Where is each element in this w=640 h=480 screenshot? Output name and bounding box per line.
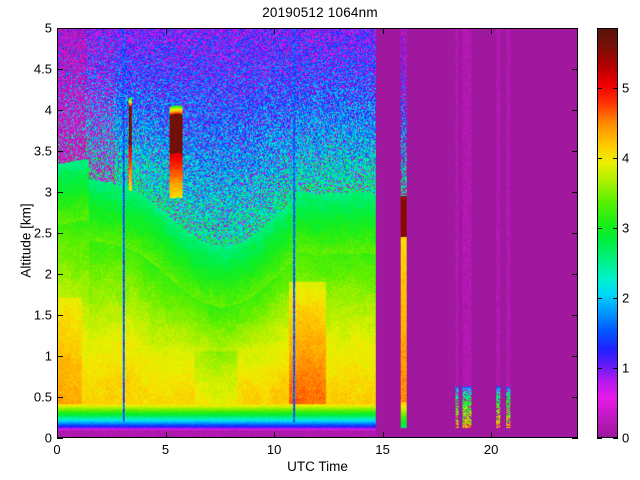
y-tick-label: 0: [44, 430, 52, 446]
x-tick-mark-bottom: [165, 432, 167, 438]
y-tick-mark-left: [57, 69, 63, 70]
colorbar-tick-label: 2: [622, 290, 630, 306]
colorbar-tick-label: 4: [622, 150, 630, 166]
y-tick-mark-right: [572, 274, 578, 275]
x-tick-mark-top: [274, 28, 276, 34]
y-tick-mark-right: [572, 356, 578, 357]
y-tick-mark-right: [572, 315, 578, 316]
x-tick-label: 20: [483, 442, 499, 457]
colorbar-tick-mark-right: [613, 438, 618, 439]
y-tick-mark-left: [57, 151, 63, 152]
colorbar-tick-label: 3: [622, 220, 630, 236]
y-tick-mark-left: [57, 274, 63, 275]
y-tick-mark-left: [57, 356, 63, 357]
y-tick-mark-left: [57, 233, 63, 234]
y-tick-mark-left: [57, 438, 63, 439]
y-tick-label: 2.5: [33, 225, 52, 241]
x-tick-label: 15: [375, 442, 390, 457]
colorbar-tick-mark-right: [613, 157, 618, 159]
colorbar-tick-label: 1: [622, 360, 630, 376]
y-tick-mark-right: [572, 69, 578, 70]
colorbar-tick-mark-right: [613, 87, 618, 89]
colorbar-tick-mark-left: [597, 157, 602, 159]
x-tick-mark-top: [57, 28, 58, 34]
y-tick-mark-right: [572, 151, 578, 152]
plot-area: [57, 28, 578, 438]
x-tick-mark-top: [165, 28, 167, 34]
y-tick-mark-left: [57, 28, 63, 29]
colorbar-tick-mark-left: [597, 438, 602, 439]
y-tick-label: 4.5: [33, 61, 52, 77]
colorbar-tick-mark-left: [597, 87, 602, 89]
y-tick-label: 0.5: [33, 389, 52, 405]
x-tick-mark-top: [382, 28, 384, 34]
y-tick-mark-left: [57, 110, 63, 111]
colorbar-tick-mark-right: [613, 367, 618, 369]
colorbar-tick-label: 5: [622, 80, 630, 96]
x-tick-mark-bottom: [491, 432, 493, 438]
colorbar-tick-label: 0: [622, 430, 630, 446]
x-tick-mark-bottom: [382, 432, 384, 438]
colorbar: [597, 28, 618, 438]
colorbar-gradient: [598, 29, 617, 437]
x-tick-label: 0: [53, 442, 61, 457]
y-tick-label: 2: [44, 266, 52, 282]
colorbar-tick-mark-right: [613, 227, 618, 229]
y-tick-mark-left: [57, 315, 63, 316]
x-axis-label: UTC Time: [287, 459, 348, 474]
colorbar-tick-mark-left: [597, 297, 602, 299]
x-tick-mark-bottom: [57, 432, 58, 438]
y-tick-label: 5: [44, 20, 52, 36]
y-tick-label: 1.5: [33, 307, 52, 323]
colorbar-tick-mark-left: [597, 227, 602, 229]
y-tick-label: 3.5: [33, 143, 52, 159]
x-tick-label: 5: [161, 442, 170, 457]
chart-title: 20190512 1064nm: [262, 5, 378, 20]
x-tick-label: 10: [266, 442, 282, 457]
y-tick-mark-left: [57, 397, 63, 398]
heatmap-image: [58, 29, 577, 437]
y-tick-label: 3: [44, 184, 52, 200]
y-tick-mark-right: [572, 397, 578, 398]
y-tick-mark-left: [57, 192, 63, 193]
x-tick-mark-bottom: [274, 432, 276, 438]
y-tick-mark-right: [572, 192, 578, 193]
y-tick-mark-right: [572, 233, 578, 234]
y-tick-mark-right: [572, 438, 578, 439]
y-tick-mark-right: [572, 28, 578, 29]
y-tick-label: 4: [44, 102, 52, 118]
x-tick-mark-top: [491, 28, 493, 34]
colorbar-tick-mark-right: [613, 297, 618, 299]
y-tick-mark-right: [572, 110, 578, 111]
colorbar-tick-mark-left: [597, 367, 602, 369]
y-tick-label: 1: [44, 348, 52, 364]
